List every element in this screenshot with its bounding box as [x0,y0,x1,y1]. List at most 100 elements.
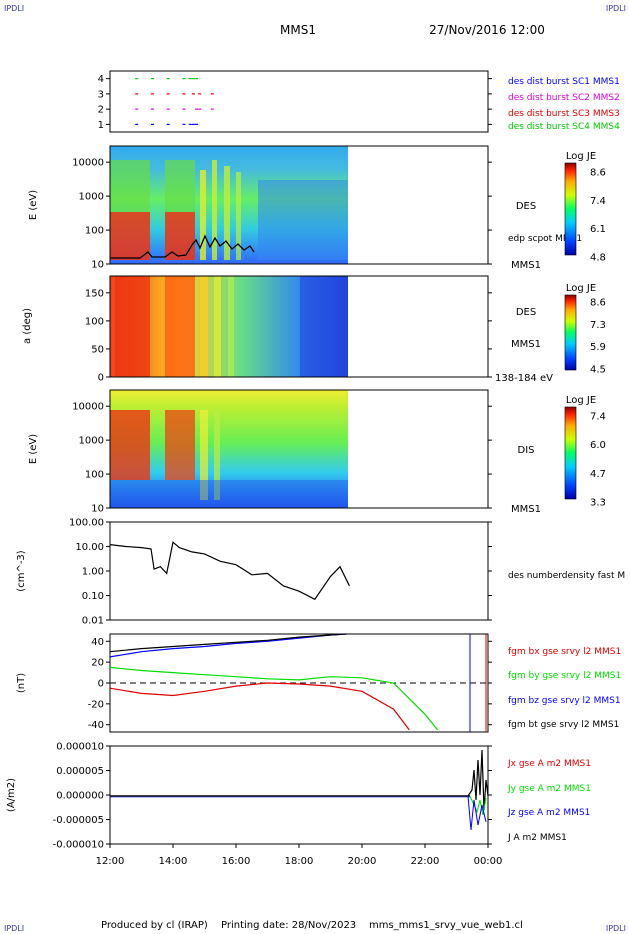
des-energy-label: DES [516,201,536,212]
current-legend-entry: Jx gse A m2 MMS1 [507,759,591,769]
corner-label-br: IPDLI [606,924,626,933]
bfield-legend-entry: fgm bt gse srvy l2 MMS1 [508,720,619,730]
current-ytick-label: 0.000000 [56,791,104,802]
pitch-angle-label: DES [516,307,536,318]
des-energy-sublabel: MMS1 [511,260,541,271]
energy-range-label: 138-184 eV [495,373,553,384]
spacecraft-potential-line [110,234,255,259]
density-series-line [109,541,350,601]
dis-energy-colorbar-tick: 4.7 [590,469,606,480]
pitch-angle-ytick-label: 150 [85,288,104,299]
colorbar-title: Log JE [566,395,596,406]
pitch-angle-ytick-label: 100 [85,316,104,327]
density-ytick-label: 100.00 [69,518,104,529]
current-ytick-label: 0.000005 [56,766,104,777]
current-ytick-label: 0.000010 [56,742,104,753]
corner-label-tl: IPDLI [4,4,24,13]
panel-dis-energy: 10 100 1000 10000 E (eV) DIS MMS1 Log JE 3.… [28,389,606,515]
des-energy-quiet [258,180,348,260]
bfield-ytick-label: 20 [91,658,104,669]
burst-ytick-label: 1 [98,120,104,131]
bfield-series-line [109,633,347,658]
density-ytick-label: 10.00 [75,542,104,553]
bfield-series-line [109,682,410,731]
dis-energy-label: DIS [518,445,535,456]
des-energy-hot-band [165,212,195,260]
current-ytick-label: -0.000005 [53,815,104,826]
density-ytick-label: 0.01 [82,616,104,627]
burst-legend-entry: des dist burst SC4 MMS4 [508,122,620,132]
des-energy-frame [109,145,489,265]
des-energy-stripe [236,172,241,260]
density-legend: des numberdensity fast M [508,571,625,581]
dis-energy-ytick-label: 100 [85,470,104,481]
des-energy-mid-band [165,160,195,212]
time-xtick-label: 14:00 [159,856,188,867]
dis-energy-lowband [110,480,348,508]
dis-energy-stripe [214,410,220,500]
pitch-angle-hot-band [115,276,150,377]
des-energy-colorbar-tick: 7.4 [590,196,606,207]
current-legend-entry: J A m2 MMS1 [507,833,567,843]
bfield-ytick-label: 0 [98,679,104,690]
burst-legend-entry: des dist burst SC1 MMS1 [508,77,620,87]
des-energy-ytick-label: 10 [91,260,104,271]
pitch-angle-sublabel: MMS1 [511,339,541,350]
footer-produced-by: Produced by cl (IRAP) [101,920,208,931]
scpot-legend: edp scpot MMS1 [508,234,582,244]
des-energy-colorbar-tick: 4.8 [590,253,606,264]
des-energy-colorbar [564,162,577,256]
dis-energy-colorbar-tick: 3.3 [590,498,606,509]
burst-ytick-label: 3 [98,89,104,100]
pitch-angle-ytick-label: 0 [98,373,104,384]
bfield-legend-entry: fgm by gse srvy l2 MMS1 [508,671,621,681]
des-energy-ytick-label: 1000 [79,192,104,203]
des-energy-ylabel: E (eV) [28,190,39,220]
bfield-ytick-label: 40 [91,637,104,648]
dis-energy-frame [109,389,489,509]
des-energy-hot-band [110,212,150,260]
corner-label-bl: IPDLI [4,924,24,933]
bfield-series-line [109,666,439,731]
des-energy-ytick-label: 10000 [72,158,104,169]
dis-energy-hot-band [165,410,195,480]
dis-energy-ytick-label: 10 [91,504,104,515]
time-xtick-label: 22:00 [411,856,440,867]
bfield-series-line [109,633,347,653]
dis-energy-colorbar-tick: 6.0 [590,440,606,451]
footer-file: mms_mms1_srvy_vue_web1.cl [369,920,523,931]
pitch-angle-colorbar [564,294,577,371]
bfield-ytick-label: -20 [88,699,104,710]
dis-energy-colorbar [564,406,577,500]
footer-printing-date: Printing date: 28/Nov/2023 [221,920,356,931]
current-end-burst-blue [467,795,487,831]
des-energy-mid-band [110,160,150,212]
current-frame [109,745,489,845]
dis-energy-stripe [200,410,208,500]
date-time: 27/Nov/2016 12:00 [429,23,545,37]
current-ytick-label: -0.000010 [53,840,104,851]
burst-legend-entry: des dist burst SC3 MMS3 [508,109,620,119]
dis-energy-hot-band [110,410,150,480]
des-energy-stripe [200,170,206,260]
spacecraft-title: MMS1 [280,23,316,37]
pitch-angle-colorbar-tick: 7.3 [590,320,606,331]
dis-energy-colorbar-tick: 7.4 [590,412,606,423]
density-ytick-label: 0.10 [82,591,104,602]
bfield-legend-entry: fgm bz gse srvy l2 MMS1 [508,696,621,706]
time-xtick-label: 20:00 [348,856,377,867]
colorbar-title: Log JE [566,151,596,162]
panel-magnetic-field: -40 -20 0 20 40 (nT) fgm bx gse srvy l2 MMS1… [16,633,621,733]
des-energy-ytick-label: 100 [85,226,104,237]
des-energy-stripe [224,166,230,260]
panel-density: 0.01 0.10 1.00 10.00 100.00 (cm^-3) des numb… [16,518,625,627]
des-energy-stripe [212,160,217,260]
pitch-angle-colorbar-tick: 4.5 [590,365,606,376]
dis-energy-sublabel: MMS1 [511,504,541,515]
dis-energy-ylabel: E (eV) [28,434,39,464]
panel-des-energy: 10 100 1000 10000 E (eV) DES edp scpot MMS1… [28,145,606,271]
bfield-ylabel: (nT) [16,673,27,693]
bfield-ytick-label: -40 [88,720,104,731]
pitch-angle-colorbar-tick: 5.9 [590,342,606,353]
des-energy-colorbar-tick: 6.1 [590,224,606,235]
